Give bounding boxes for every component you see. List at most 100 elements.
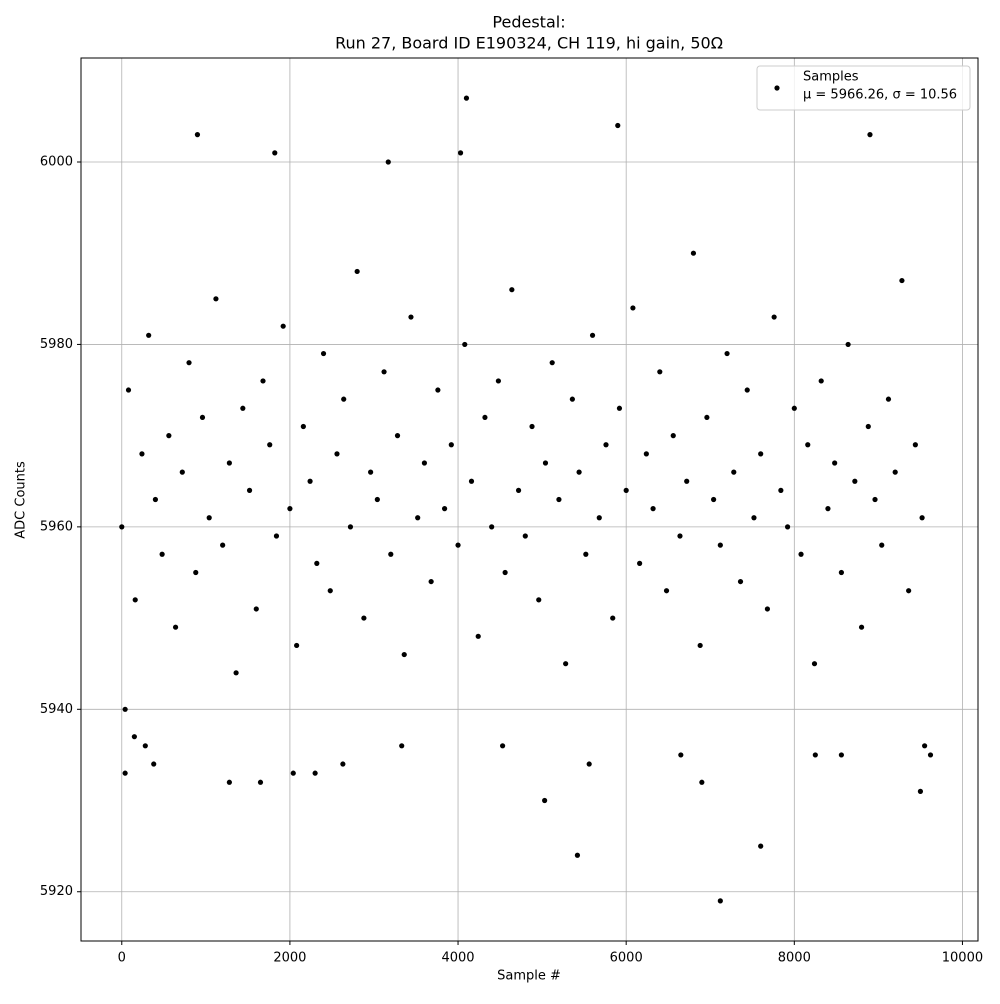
point	[199, 414, 206, 421]
y-tick-label: 5940	[40, 702, 73, 717]
point	[791, 405, 797, 411]
point	[294, 642, 300, 649]
chart-title: Pedestal:	[492, 13, 565, 32]
point	[751, 515, 757, 521]
legend-box	[756, 65, 971, 111]
point	[260, 378, 266, 384]
point	[448, 442, 454, 448]
point	[798, 551, 804, 557]
point	[699, 779, 705, 785]
point	[744, 387, 750, 393]
point	[194, 132, 201, 138]
point	[462, 341, 468, 348]
point	[811, 661, 818, 667]
point	[226, 779, 232, 785]
point	[922, 743, 928, 749]
x-tick-label: 8000	[778, 951, 811, 966]
point	[731, 469, 737, 475]
point	[576, 469, 582, 475]
point	[818, 378, 824, 384]
point	[468, 478, 475, 484]
point	[385, 159, 391, 165]
point	[899, 277, 905, 284]
point	[172, 624, 179, 630]
point	[307, 478, 313, 484]
point	[616, 405, 623, 411]
point	[758, 843, 764, 849]
point	[320, 350, 327, 357]
point	[399, 743, 405, 749]
point	[845, 341, 851, 348]
point	[778, 487, 784, 493]
point	[509, 287, 515, 293]
legend-marker	[774, 85, 780, 91]
point	[312, 770, 318, 776]
point	[213, 296, 219, 302]
point	[193, 569, 199, 576]
point	[334, 451, 340, 457]
point	[536, 597, 542, 603]
point	[347, 524, 354, 530]
point	[589, 332, 596, 338]
point	[361, 615, 367, 621]
point	[838, 569, 844, 576]
plot-frame	[80, 57, 979, 942]
point	[867, 132, 873, 138]
point	[603, 442, 609, 448]
point	[166, 433, 172, 439]
y-axis-label: ADC Counts	[14, 461, 29, 539]
point	[220, 542, 226, 548]
point	[825, 506, 831, 512]
point	[226, 460, 232, 466]
point	[475, 633, 481, 639]
point	[615, 122, 621, 129]
point	[919, 515, 925, 521]
point	[206, 515, 212, 521]
point	[838, 752, 844, 758]
point	[401, 651, 407, 658]
x-tick-label: 6000	[610, 951, 643, 966]
point	[610, 615, 616, 621]
point	[257, 779, 264, 785]
point	[812, 752, 818, 758]
point	[253, 606, 259, 612]
point	[717, 542, 723, 548]
point	[428, 578, 434, 585]
point	[139, 451, 145, 457]
point	[381, 369, 387, 375]
point	[623, 487, 629, 493]
point	[374, 496, 380, 503]
point	[273, 533, 280, 539]
point	[341, 396, 347, 402]
point	[670, 433, 676, 439]
legend-note: μ = 5966.26, σ = 10.56	[803, 88, 957, 103]
point	[637, 560, 643, 566]
point	[435, 387, 441, 393]
point	[515, 487, 522, 493]
point	[596, 515, 602, 521]
point	[865, 423, 871, 430]
y-tick-label: 5960	[40, 519, 73, 534]
point	[132, 597, 138, 603]
point	[125, 387, 132, 393]
point	[529, 423, 535, 430]
point	[354, 268, 360, 275]
point	[858, 624, 865, 630]
point	[522, 533, 528, 539]
point	[563, 661, 569, 667]
point	[885, 396, 892, 402]
point	[246, 487, 253, 493]
point	[287, 506, 293, 512]
point	[917, 788, 924, 795]
point	[657, 369, 663, 375]
point	[784, 524, 791, 530]
point	[394, 433, 401, 439]
point	[159, 551, 165, 557]
point	[542, 460, 549, 466]
point	[583, 551, 589, 557]
point	[879, 542, 885, 548]
point	[663, 588, 670, 594]
point	[340, 761, 346, 767]
point	[455, 542, 461, 548]
